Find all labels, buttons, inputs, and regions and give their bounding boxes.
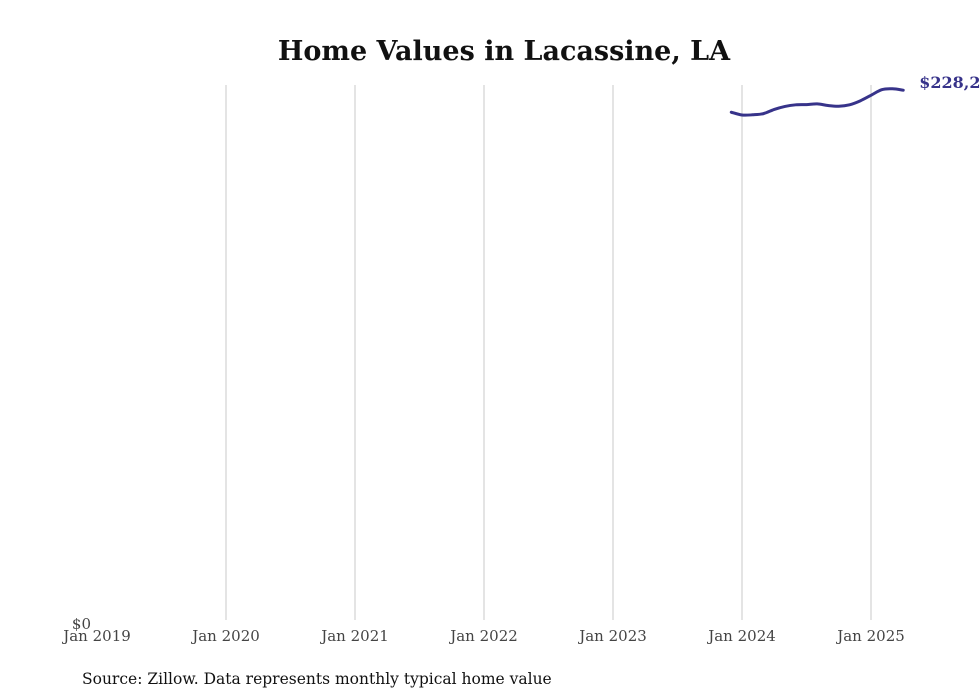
series-line-0 xyxy=(729,87,905,117)
x-tick-label-0: Jan 2019 xyxy=(61,627,131,645)
gridlines xyxy=(225,85,872,620)
chart-title: Home Values in Lacassine, LA xyxy=(278,36,731,67)
x-tick-label-1: Jan 2020 xyxy=(190,627,260,645)
x-axis: Jan 2019 Jan 2020 Jan 2021 Jan 2022 Jan 2023… xyxy=(61,627,905,645)
series-end-label-0: $228,2 xyxy=(919,73,980,92)
source-note: Source: Zillow. Data represents monthly … xyxy=(82,670,552,688)
x-tick-label-4: Jan 2023 xyxy=(577,627,647,645)
x-tick-label-5: Jan 2024 xyxy=(706,627,776,645)
x-tick-label-3: Jan 2022 xyxy=(448,627,518,645)
x-tick-label-2: Jan 2021 xyxy=(319,627,389,645)
x-tick-label-6: Jan 2025 xyxy=(835,627,905,645)
y-tick-label-0: $0 xyxy=(72,615,91,633)
series-layer: $228,2 xyxy=(729,73,980,117)
